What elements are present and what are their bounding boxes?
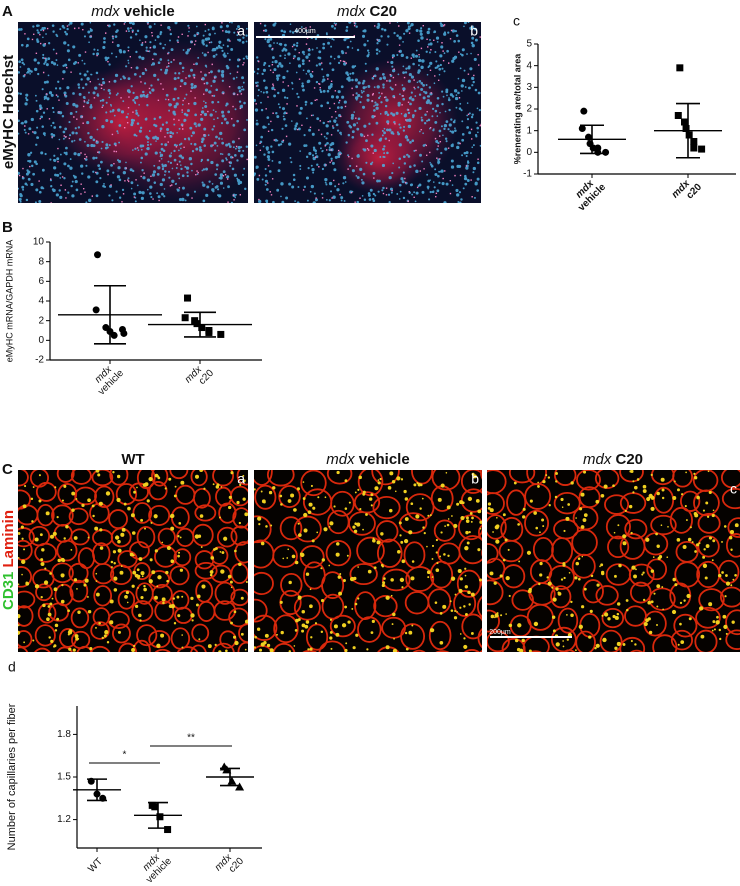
data-point (205, 328, 213, 336)
y-tick-label: 4 (38, 296, 44, 307)
sub-label: b (471, 471, 479, 487)
y-tick-label: 0 (526, 147, 532, 158)
side-label: eMyHC Hoechst (0, 55, 17, 169)
data-point (698, 145, 706, 153)
red-region (52, 67, 191, 176)
data-point (674, 112, 682, 119)
micrograph (487, 470, 740, 652)
data-point (184, 294, 192, 302)
laminin (487, 470, 740, 652)
data-point (193, 320, 201, 328)
data-point (198, 324, 206, 332)
panel-label: d (8, 659, 16, 675)
panel-label: C (2, 461, 13, 478)
data-point (580, 107, 588, 115)
image-title: mdx C20 (337, 3, 397, 20)
y-tick-label: 10 (33, 237, 45, 248)
x-tick-label: mdx vehicle (86, 359, 126, 399)
x-tick-label: mdx c20 (213, 847, 246, 880)
y-tick-label: 2 (38, 315, 44, 326)
y-tick-label: 1.8 (57, 729, 71, 740)
y-tick-label: 8 (38, 256, 44, 267)
micrograph (254, 470, 482, 652)
image-title: mdx C20 (583, 451, 643, 468)
data-point (602, 148, 610, 156)
data-point (156, 813, 164, 821)
sub-label: a (237, 23, 245, 39)
laminin (18, 470, 248, 652)
image-title: mdx vehicle (326, 451, 409, 468)
x-tick-label: WT (86, 856, 105, 875)
micrograph-bg (254, 470, 482, 652)
x-tick-label: mdx vehicle (134, 847, 174, 886)
y-tick-label: 6 (38, 276, 44, 287)
data-point (690, 144, 698, 152)
side-label: CD31 Laminin (0, 510, 17, 610)
micrograph (18, 470, 248, 652)
data-point (181, 314, 189, 322)
y-tick-label: 1.5 (57, 772, 71, 783)
x-tick-label: mdx c20 (669, 173, 704, 208)
x-tick-label: mdx c20 (183, 359, 216, 392)
cd31 (487, 470, 739, 652)
data-point (94, 251, 102, 259)
y-tick-label: 2 (526, 104, 532, 115)
data-point (690, 138, 698, 145)
y-tick-label: 3 (526, 82, 532, 93)
panel-label: c (513, 13, 520, 29)
data-point (235, 782, 245, 791)
data-point (578, 125, 586, 132)
sub-label: b (470, 23, 478, 39)
data-point (110, 331, 118, 339)
red-region (333, 121, 425, 194)
data-point (685, 131, 693, 139)
data-point (681, 118, 689, 126)
y-tick-label: 1.2 (57, 814, 71, 825)
x-tick-label: mdx vehicle (566, 173, 608, 215)
panel-label: A (2, 3, 13, 20)
micrograph (18, 22, 248, 203)
data-point (217, 330, 225, 338)
y-tick-label: 0 (38, 335, 44, 346)
data-point (164, 826, 172, 834)
significance-label: ** (187, 733, 195, 744)
data-point (676, 64, 684, 72)
nuclei (254, 22, 481, 203)
data-point (682, 125, 690, 132)
y-tick-label: -1 (523, 169, 532, 180)
scale-bar-label: 200µm (489, 629, 511, 636)
micrograph (254, 22, 481, 203)
y-tick-label: -2 (35, 355, 44, 366)
y-axis-title: %renerating are/total area (512, 53, 522, 165)
panel-label: B (2, 219, 13, 236)
sub-label: c (730, 481, 737, 497)
data-point (594, 148, 602, 156)
data-point (92, 306, 100, 314)
y-tick-label: 4 (526, 60, 532, 71)
image-title: WT (121, 451, 144, 468)
y-axis-title: Number of capillaries per fiber (6, 703, 18, 850)
nuclei (18, 22, 248, 203)
nuclei-pink (18, 22, 248, 203)
data-point (118, 326, 126, 334)
y-axis-title: eMyHC mRNA/GAPDH mRNA (4, 240, 14, 363)
y-tick-label: 1 (526, 125, 532, 136)
image-title: mdx vehicle (91, 3, 174, 20)
scale-bar-label: 400µm (294, 28, 316, 35)
data-point (227, 776, 237, 785)
data-point (151, 803, 159, 811)
data-point (222, 765, 232, 774)
significance-label: * (123, 750, 127, 761)
sub-label: a (237, 471, 245, 487)
cd31 (18, 470, 248, 652)
y-tick-label: 5 (526, 39, 532, 50)
cd31 (254, 470, 482, 652)
